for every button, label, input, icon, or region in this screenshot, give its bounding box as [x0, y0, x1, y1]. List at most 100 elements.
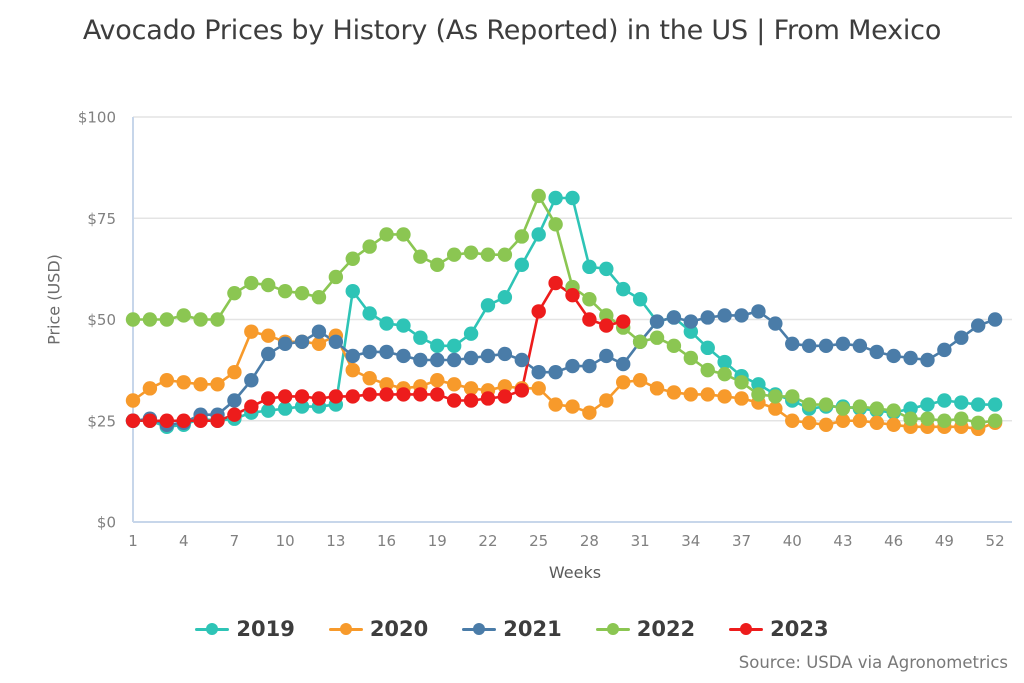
data-point[interactable] — [430, 338, 445, 354]
data-point[interactable] — [954, 395, 969, 410]
data-point[interactable] — [396, 227, 411, 242]
data-point[interactable] — [345, 283, 360, 299]
data-point[interactable] — [446, 377, 462, 392]
data-point[interactable] — [548, 217, 563, 232]
data-point[interactable] — [717, 308, 732, 323]
data-point[interactable] — [683, 324, 699, 339]
data-point[interactable] — [531, 364, 546, 380]
data-point[interactable] — [125, 413, 141, 428]
data-point[interactable] — [362, 239, 377, 254]
data-point[interactable] — [785, 389, 800, 404]
data-point[interactable] — [413, 330, 428, 345]
data-point[interactable] — [480, 247, 496, 262]
data-point[interactable] — [565, 190, 580, 206]
data-point[interactable] — [176, 308, 191, 323]
data-point[interactable] — [903, 411, 918, 426]
data-point[interactable] — [801, 397, 817, 412]
data-point[interactable] — [446, 352, 462, 368]
data-point[interactable] — [328, 334, 344, 349]
data-point[interactable] — [531, 304, 546, 319]
data-point[interactable] — [987, 413, 1003, 428]
data-point[interactable] — [599, 393, 614, 408]
data-point[interactable] — [446, 393, 462, 408]
data-point[interactable] — [311, 290, 327, 305]
data-point[interactable] — [362, 371, 377, 386]
data-point[interactable] — [649, 330, 665, 345]
data-point[interactable] — [869, 415, 884, 430]
legend-item-2019[interactable]: 2019 — [195, 617, 295, 641]
data-point[interactable] — [261, 277, 276, 293]
data-point[interactable] — [734, 375, 749, 390]
data-point[interactable] — [801, 338, 817, 354]
data-point[interactable] — [210, 377, 225, 392]
data-point[interactable] — [683, 314, 699, 329]
data-point[interactable] — [683, 387, 699, 402]
data-point[interactable] — [801, 415, 817, 430]
data-point[interactable] — [277, 283, 293, 299]
data-point[interactable] — [480, 391, 496, 406]
data-point[interactable] — [413, 249, 428, 264]
data-point[interactable] — [514, 229, 529, 244]
data-point[interactable] — [666, 310, 682, 325]
data-point[interactable] — [869, 401, 884, 416]
data-point[interactable] — [717, 366, 732, 382]
data-point[interactable] — [244, 275, 259, 291]
data-point[interactable] — [599, 308, 614, 323]
data-point[interactable] — [548, 364, 563, 380]
data-point[interactable] — [700, 362, 715, 378]
data-point[interactable] — [582, 292, 597, 307]
data-point[interactable] — [261, 403, 276, 418]
data-point[interactable] — [311, 336, 327, 351]
data-point[interactable] — [210, 413, 225, 428]
data-point[interactable] — [734, 308, 749, 323]
data-point[interactable] — [227, 393, 242, 408]
legend-item-2022[interactable]: 2022 — [595, 617, 695, 641]
data-point[interactable] — [886, 348, 901, 364]
data-point[interactable] — [125, 393, 141, 408]
data-point[interactable] — [514, 257, 529, 273]
data-point[interactable] — [818, 417, 834, 432]
data-point[interactable] — [886, 417, 901, 432]
data-point[interactable] — [835, 336, 851, 351]
data-point[interactable] — [987, 397, 1003, 412]
data-point[interactable] — [193, 377, 208, 392]
data-point[interactable] — [717, 354, 732, 370]
data-point[interactable] — [261, 346, 276, 362]
data-point[interactable] — [497, 290, 513, 305]
data-point[interactable] — [531, 227, 546, 242]
data-point[interactable] — [379, 377, 394, 392]
data-point[interactable] — [751, 377, 766, 392]
data-point[interactable] — [565, 288, 580, 303]
data-point[interactable] — [379, 387, 394, 402]
data-point[interactable] — [379, 227, 394, 242]
data-point[interactable] — [632, 334, 648, 349]
data-point[interactable] — [125, 312, 141, 327]
data-point[interactable] — [582, 259, 597, 275]
data-point[interactable] — [294, 399, 310, 414]
data-point[interactable] — [345, 348, 360, 364]
data-point[interactable] — [599, 348, 614, 364]
data-point[interactable] — [497, 389, 513, 404]
data-point[interactable] — [193, 312, 208, 327]
data-point[interactable] — [548, 397, 563, 412]
data-point[interactable] — [649, 314, 665, 329]
data-point[interactable] — [869, 344, 884, 360]
data-point[interactable] — [903, 401, 918, 416]
data-point[interactable] — [632, 373, 648, 388]
data-point[interactable] — [903, 350, 918, 366]
data-point[interactable] — [582, 358, 597, 374]
data-point[interactable] — [666, 385, 682, 400]
legend-item-2023[interactable]: 2023 — [729, 617, 829, 641]
data-point[interactable] — [666, 338, 682, 354]
data-point[interactable] — [463, 245, 479, 260]
data-point[interactable] — [616, 314, 631, 329]
data-point[interactable] — [632, 292, 648, 307]
legend-item-2021[interactable]: 2021 — [462, 617, 562, 641]
data-point[interactable] — [176, 375, 191, 390]
data-point[interactable] — [430, 257, 445, 273]
data-point[interactable] — [649, 381, 665, 396]
data-point[interactable] — [142, 413, 158, 428]
data-point[interactable] — [768, 389, 783, 404]
data-point[interactable] — [362, 306, 377, 321]
data-point[interactable] — [244, 373, 259, 388]
